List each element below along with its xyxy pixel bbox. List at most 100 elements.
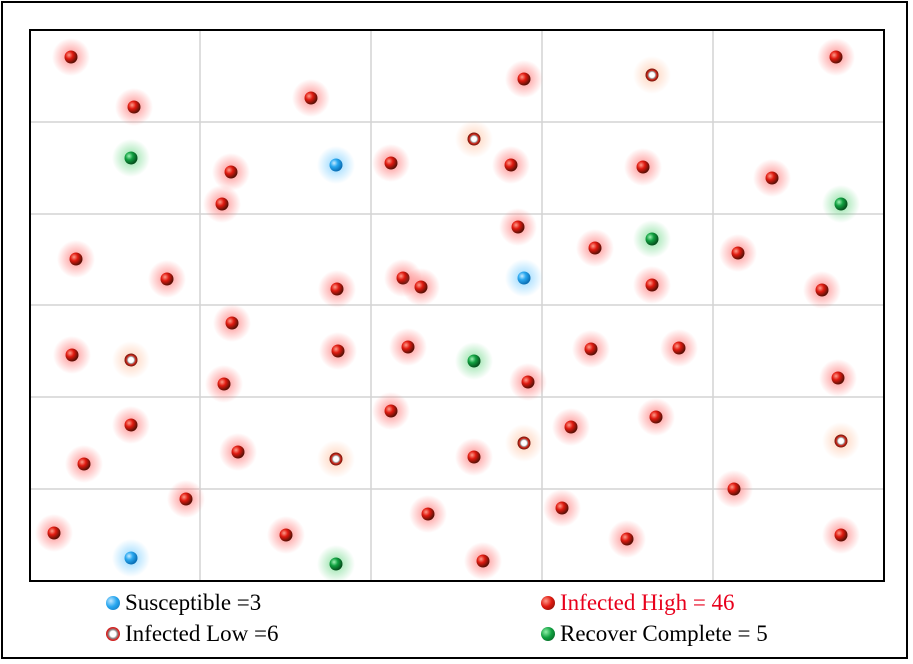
recover-agent [822, 185, 860, 223]
infected-high-agent [819, 359, 857, 397]
infected-high-agent-dot [127, 100, 141, 114]
infected-high-agent-dot [636, 160, 650, 174]
plot-border [29, 29, 885, 582]
infected-high-agent-dot [65, 348, 79, 362]
infected-high-agent [167, 480, 205, 518]
infected-high-agent-dot [511, 220, 525, 234]
infected-high-agent [409, 495, 447, 533]
infected-high-agent-dot [215, 197, 229, 211]
infected-high-agent [57, 240, 95, 278]
infected-high-agent-dot [231, 445, 245, 459]
susceptible-dot-icon [106, 596, 120, 610]
infected-high-agent [608, 520, 646, 558]
infected-high-agent-dot [555, 501, 569, 515]
infected-high-agent [148, 260, 186, 298]
infected-low-agent [822, 422, 860, 460]
infected-low-agent [317, 440, 355, 478]
infected-high-dot-icon [541, 596, 555, 610]
infected-high-agent-dot [517, 72, 531, 86]
infected-high-agent-dot [588, 241, 602, 255]
susceptible-agent [505, 259, 543, 297]
infected-high-agent-dot [225, 316, 239, 330]
infected-high-agent [822, 516, 860, 554]
infected-high-agent [660, 329, 698, 367]
infected-high-agent [372, 392, 410, 430]
infected-high-agent-dot [467, 450, 481, 464]
infected-high-agent-dot [47, 526, 61, 540]
infected-high-agent-dot [331, 344, 345, 358]
infected-high-agent [203, 185, 241, 223]
legend-susceptible-label: Susceptible =3 [125, 590, 262, 615]
infected-high-agent [719, 234, 757, 272]
infected-high-agent [318, 270, 356, 308]
susceptible-agent-dot [124, 551, 138, 565]
infected-high-agent [753, 159, 791, 197]
infected-high-agent [633, 266, 671, 304]
infected-high-agent-dot [304, 91, 318, 105]
legend-recover-label: Recover Complete = 5 [560, 621, 768, 646]
recover-dot-icon [541, 627, 555, 641]
susceptible-agent [317, 146, 355, 184]
infected-high-agent [552, 408, 590, 446]
infected-high-agent [65, 445, 103, 483]
recover-agent-dot [329, 557, 343, 571]
infected-high-agent [35, 514, 73, 552]
infected-low-agent-dot [124, 353, 138, 367]
infected-high-agent-dot [414, 280, 428, 294]
infected-high-agent-dot [401, 340, 415, 354]
infected-high-agent-dot [727, 482, 741, 496]
grid-lines [30, 30, 884, 581]
infected-high-agent [637, 398, 675, 436]
infected-high-agent-dot [179, 492, 193, 506]
infected-high-agent [213, 304, 251, 342]
infected-high-agent [543, 489, 581, 527]
infected-high-agent [576, 229, 614, 267]
infected-low-dot-icon [106, 627, 120, 641]
infected-low-agent-dot [517, 436, 531, 450]
infected-high-agent [267, 516, 305, 554]
infected-high-agent-dot [64, 50, 78, 64]
legend-infected-high-label: Infected High = 46 [560, 590, 735, 615]
recover-agent-dot [834, 197, 848, 211]
infected-low-agent [112, 341, 150, 379]
recover-agent [455, 342, 493, 380]
infected-low-agent-dot [467, 132, 481, 146]
susceptible-agent-dot [517, 271, 531, 285]
infected-high-agent-dot [815, 283, 829, 297]
infected-high-agent-dot [834, 528, 848, 542]
infected-high-agent [715, 470, 753, 508]
agents-layer [35, 38, 860, 583]
infected-low-agent [505, 424, 543, 462]
infected-high-agent-dot [521, 375, 535, 389]
infected-high-agent [112, 406, 150, 444]
infected-high-agent [492, 146, 530, 184]
infected-high-agent-dot [69, 252, 83, 266]
infected-high-agent [817, 38, 855, 76]
infected-high-agent-dot [584, 342, 598, 356]
infected-high-agent [572, 330, 610, 368]
recover-agent [317, 545, 355, 583]
infected-high-agent [219, 433, 257, 471]
infected-high-agent-dot [421, 507, 435, 521]
infected-high-agent [803, 271, 841, 309]
infected-high-agent [372, 144, 410, 182]
susceptible-agent-dot [329, 158, 343, 172]
infected-low-agent-dot [834, 434, 848, 448]
infected-high-agent [499, 208, 537, 246]
infected-high-agent-dot [384, 404, 398, 418]
infected-high-agent-dot [765, 171, 779, 185]
infected-high-agent-dot [620, 532, 634, 546]
infected-high-agent [205, 365, 243, 403]
infected-low-agent [455, 120, 493, 158]
infected-high-agent [319, 332, 357, 370]
infected-low-agent-dot [645, 68, 659, 82]
recover-agent-dot [124, 151, 138, 165]
infected-high-agent-dot [384, 156, 398, 170]
infected-high-agent-dot [672, 341, 686, 355]
recover-agent [112, 139, 150, 177]
infected-low-agent-dot [329, 452, 343, 466]
infected-high-agent-dot [160, 272, 174, 286]
infected-high-agent-dot [124, 418, 138, 432]
infected-high-agent [52, 38, 90, 76]
